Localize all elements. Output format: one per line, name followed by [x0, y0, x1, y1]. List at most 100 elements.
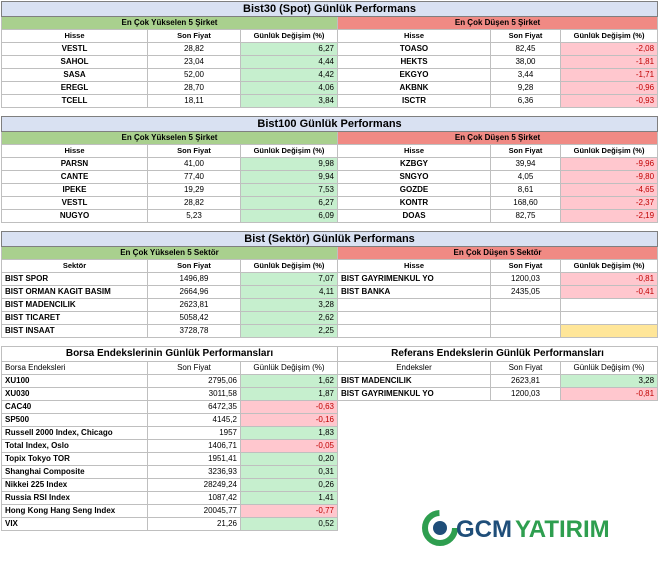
down-price: 38,00 [490, 55, 561, 69]
data-row: XU030 3011,58 1,87 BIST GAYRIMENKUL YO 1200,… [1, 387, 658, 401]
section-title-row: Bist (Sektör) Günlük Performans [0, 231, 658, 247]
performance-table: Bist30 (Spot) Günlük Performans En Çok Yü… [0, 1, 658, 531]
section-title: Bist30 (Spot) Günlük Performans [0, 1, 658, 17]
up-change: 3,84 [240, 94, 338, 108]
index-name: VIX [1, 517, 148, 531]
spacer [2, 223, 658, 232]
index-change: 0,52 [240, 517, 338, 531]
down-change: -1,71 [559, 68, 658, 82]
down-name: HEKTS [337, 55, 491, 69]
ref-price: 2623,81 [490, 374, 561, 388]
up-price: 5058,42 [147, 311, 241, 325]
up-title: En Çok Yükselen 5 Sektör [1, 246, 338, 260]
up-price: 28,70 [147, 81, 241, 95]
index-name: Hong Kong Hang Seng Index [1, 504, 148, 518]
data-row: SAHOL 23,04 4,44 HEKTS 38,00 -1,81 [1, 55, 658, 69]
referans-title: Referans Endekslerin Günlük Performansla… [336, 346, 658, 362]
up-name: BIST MADENCILIK [1, 298, 148, 312]
ref-name: BIST MADENCILIK [337, 374, 491, 388]
data-row: Russia RSI Index 1087,42 1,41 [1, 491, 658, 505]
ref-change: 3,28 [559, 374, 658, 388]
down-change: -4,65 [559, 183, 658, 197]
down-name: ISCTR [337, 94, 491, 108]
index-price: 1957 [147, 426, 241, 440]
up-price: 52,00 [147, 68, 241, 82]
spacer [2, 338, 658, 347]
down-name: BIST BANKA [337, 285, 491, 299]
down-change: -0,41 [559, 285, 658, 299]
up-price: 2664,96 [147, 285, 241, 299]
index-change: -0,77 [240, 504, 338, 518]
data-row: XU100 2795,06 1,62 BIST MADENCILIK 2623,81 3,… [1, 374, 658, 388]
index-change: -0,16 [240, 413, 338, 427]
down-change [559, 324, 658, 338]
borsa-title: Borsa Endekslerinin Günlük Performanslar… [1, 346, 338, 362]
up-name: BIST SPOR [1, 272, 148, 286]
column-header: Günlük Değişim (%) [240, 361, 338, 375]
data-row: EREGL 28,70 4,06 AKBNK 9,28 -0,96 [1, 81, 658, 95]
up-name: CANTE [1, 170, 148, 184]
column-header: Hisse [337, 29, 491, 43]
up-price: 1496,89 [147, 272, 241, 286]
up-change: 4,06 [240, 81, 338, 95]
down-name [337, 324, 491, 338]
data-row: SP500 4145,2 -0,16 [1, 413, 658, 427]
ref-price: 1200,03 [490, 387, 561, 401]
down-price: 8,61 [490, 183, 561, 197]
down-title: En Çok Düşen 5 Şirket [336, 16, 658, 30]
spacer-row [2, 223, 658, 232]
up-change: 6,27 [240, 196, 338, 210]
ref-change: -0,81 [559, 387, 658, 401]
down-change [559, 311, 658, 325]
logo-text-gcm: GCM [456, 516, 512, 543]
up-price: 23,04 [147, 55, 241, 69]
index-change: 0,20 [240, 452, 338, 466]
down-price: 168,60 [490, 196, 561, 210]
down-title: En Çok Düşen 5 Şirket [336, 131, 658, 145]
data-row: BIST MADENCILIK 2623,81 3,28 [1, 298, 658, 312]
subheader-row: En Çok Yükselen 5 Şirket En Çok Düşen 5 Ş… [1, 16, 658, 30]
empty-cell [338, 453, 658, 466]
down-price: 3,44 [490, 68, 561, 82]
empty-cell [338, 479, 658, 492]
up-name: EREGL [1, 81, 148, 95]
bottom-title-row: Borsa Endekslerinin Günlük Performanslar… [1, 346, 658, 362]
index-name: XU030 [1, 387, 148, 401]
down-price: 2435,05 [490, 285, 561, 299]
down-name: AKBNK [337, 81, 491, 95]
down-change: -1,81 [559, 55, 658, 69]
data-row: VESTL 28,82 6,27 KONTR 168,60 -2,37 [1, 196, 658, 210]
data-row: IPEKE 19,29 7,53 GOZDE 8,61 -4,65 [1, 183, 658, 197]
up-change: 4,44 [240, 55, 338, 69]
data-row: NUGYO 5,23 6,09 DOAS 82,75 -2,19 [1, 209, 658, 223]
up-name: BIST INSAAT [1, 324, 148, 338]
index-name: Russia RSI Index [1, 491, 148, 505]
data-row: VESTL 28,82 6,27 TOASO 82,45 -2,08 [1, 42, 658, 56]
section-title: Bist100 Günlük Performans [0, 116, 658, 132]
empty-cell [338, 414, 658, 427]
down-price: 9,28 [490, 81, 561, 95]
bottom-header-row: Borsa Endeksleri Son Fiyat Günlük Değişim … [1, 361, 658, 375]
spacer [2, 108, 658, 117]
column-header: Hisse [1, 144, 148, 158]
down-change: -0,93 [559, 94, 658, 108]
ref-name: BIST GAYRIMENKUL YO [337, 387, 491, 401]
column-header: Hisse [337, 259, 491, 273]
index-price: 3011,58 [147, 387, 241, 401]
down-price: 39,94 [490, 157, 561, 171]
index-price: 1087,42 [147, 491, 241, 505]
up-price: 3728,78 [147, 324, 241, 338]
up-change: 2,62 [240, 311, 338, 325]
index-change: 1,41 [240, 491, 338, 505]
data-row: Russell 2000 Index, Chicago 1957 1,83 [1, 426, 658, 440]
index-name: XU100 [1, 374, 148, 388]
index-price: 21,26 [147, 517, 241, 531]
up-change: 6,27 [240, 42, 338, 56]
empty-cell [338, 401, 658, 414]
up-change: 2,25 [240, 324, 338, 338]
up-change: 6,09 [240, 209, 338, 223]
column-header: Hisse [1, 29, 148, 43]
column-header: Son Fiyat [490, 29, 561, 43]
down-name: KZBGY [337, 157, 491, 171]
index-price: 1951,41 [147, 452, 241, 466]
